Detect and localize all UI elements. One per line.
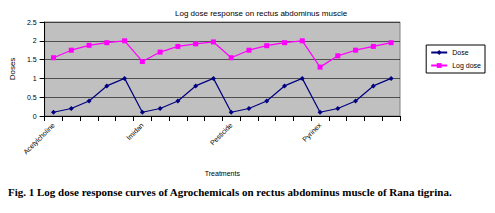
- html-text:Fig. 1 Log dose response curve: Fig. 1 Log dose response curves of Agroc…: [8, 186, 452, 198]
- svg-text:Imidan: Imidan: [125, 121, 145, 141]
- svg-text:Log dose response on rectus ab: Log dose response on rectus abdominus mu…: [175, 9, 348, 18]
- svg-text:Dose: Dose: [452, 49, 468, 56]
- svg-text:0: 0: [33, 113, 37, 120]
- svg-text:1: 1: [33, 75, 37, 82]
- svg-text:0.5: 0.5: [27, 94, 37, 101]
- svg-text:2: 2: [33, 37, 37, 44]
- svg-text:Acetylcholine: Acetylcholine: [22, 121, 57, 156]
- svg-text:Log dose: Log dose: [452, 62, 481, 70]
- svg-text:1.5: 1.5: [27, 56, 37, 63]
- svg-text:Doses: Doses: [8, 58, 17, 81]
- svg-text:Pyrinex: Pyrinex: [301, 121, 323, 143]
- svg-text:2.5: 2.5: [27, 19, 37, 26]
- svg-text:Treatments: Treatments: [205, 170, 241, 177]
- svg-text:Pesticide: Pesticide: [209, 121, 234, 146]
